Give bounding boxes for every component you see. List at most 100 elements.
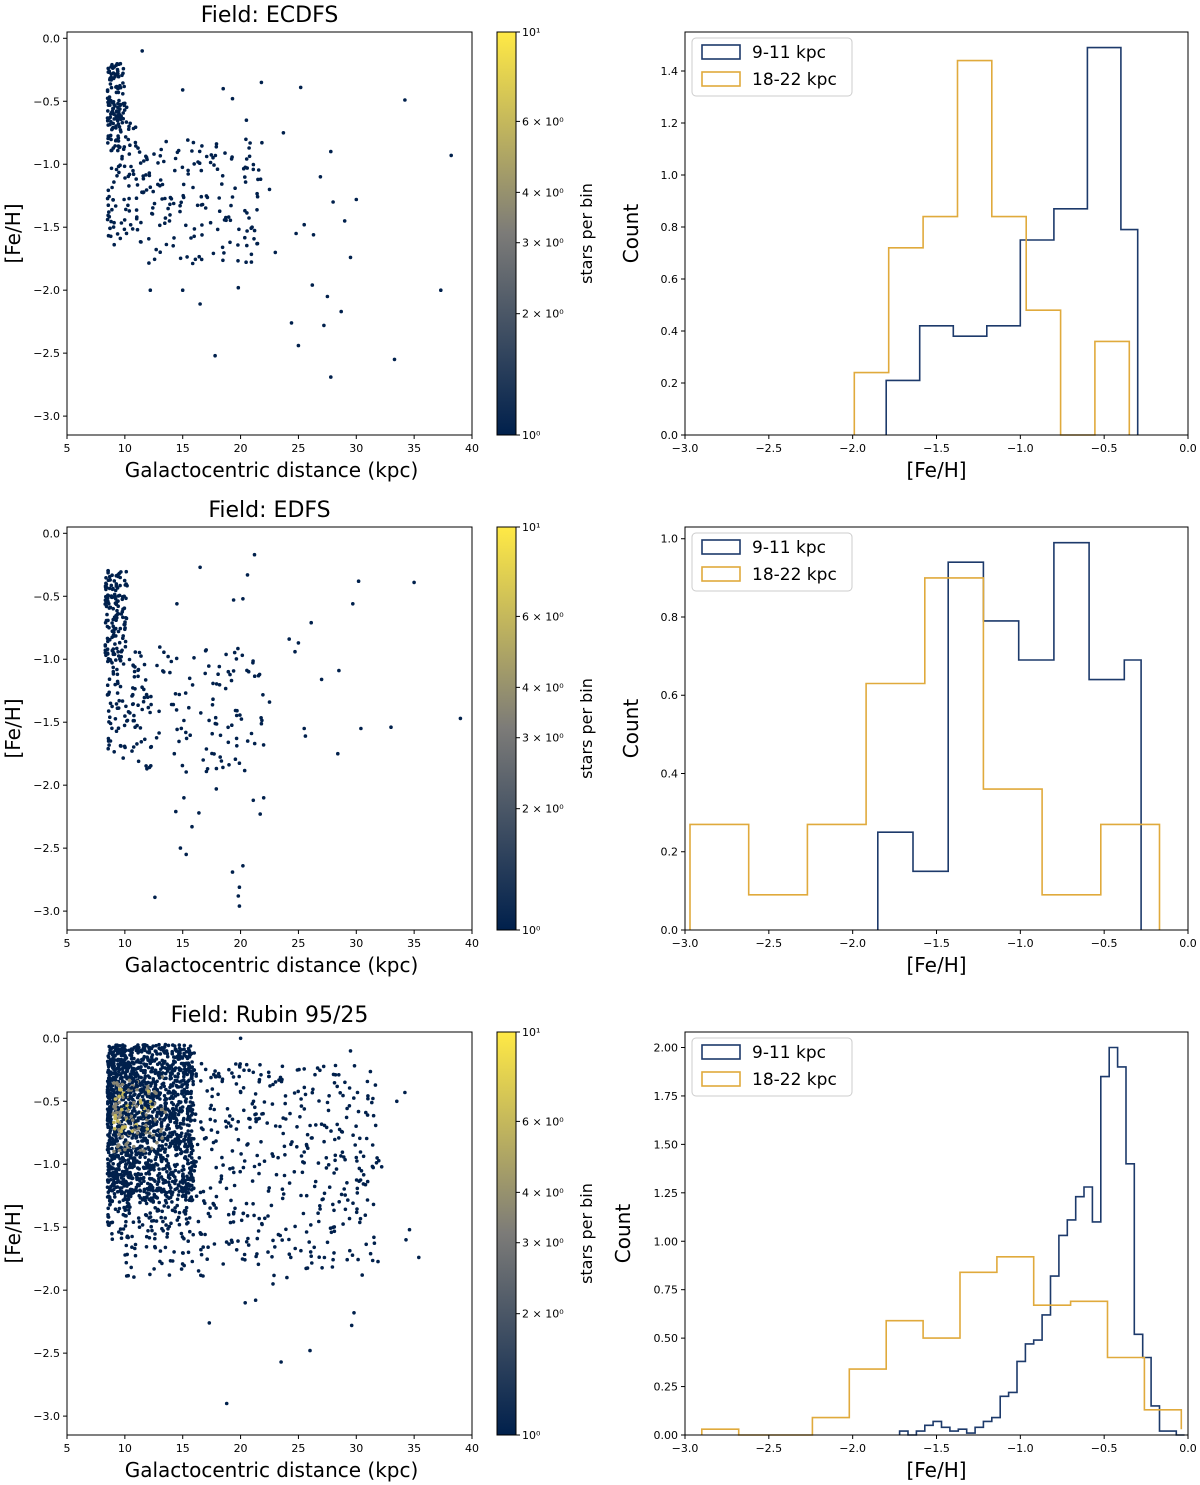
data-point (123, 639, 128, 644)
data-point (121, 662, 126, 666)
data-point (154, 1155, 158, 1159)
data-point (180, 1189, 185, 1194)
data-point (112, 630, 116, 635)
data-point (130, 1151, 134, 1155)
y-axis-label: [Fe/H] (1, 698, 25, 758)
data-point (178, 1100, 182, 1105)
data-point (177, 1222, 182, 1227)
data-point (364, 1136, 369, 1141)
data-point (145, 1161, 150, 1165)
data-point (331, 1257, 335, 1262)
data-point (112, 750, 116, 754)
data-point (106, 1114, 110, 1119)
data-point (142, 695, 147, 700)
data-point (174, 1049, 179, 1053)
data-point (146, 1229, 150, 1233)
data-point (128, 1155, 132, 1159)
data-point (330, 1265, 335, 1269)
data-point (160, 1058, 165, 1063)
data-point (109, 166, 114, 171)
data-point (116, 726, 121, 730)
data-point (310, 283, 315, 287)
data-point (128, 1101, 133, 1105)
x-tick-label: −2.0 (839, 1442, 866, 1455)
data-point (151, 1136, 156, 1140)
data-point (256, 1229, 261, 1233)
data-point (117, 98, 121, 103)
data-point (403, 98, 407, 102)
data-point (182, 1087, 187, 1092)
data-point (185, 1072, 189, 1077)
data-point (279, 1360, 283, 1364)
x-axis-label: [Fe/H] (906, 953, 966, 977)
data-point (186, 1104, 191, 1109)
data-point (300, 1170, 305, 1175)
data-point (110, 148, 114, 152)
data-point (404, 1238, 408, 1242)
data-point (173, 1138, 177, 1142)
data-point (311, 1087, 315, 1092)
data-point (144, 1166, 148, 1170)
data-point (162, 1132, 166, 1137)
data-point (140, 1139, 144, 1143)
data-point (106, 1096, 111, 1100)
data-point (178, 846, 183, 850)
data-point (339, 309, 344, 314)
data-point (145, 695, 150, 699)
data-point (116, 134, 120, 138)
y-tick-label: 0.25 (654, 1381, 679, 1394)
data-point (302, 1067, 307, 1071)
data-point (151, 1077, 156, 1081)
x-tick-label: −3.0 (672, 937, 699, 950)
colorbar-tick-label: 10⁰ (522, 429, 541, 442)
data-point (214, 1074, 218, 1079)
data-point (144, 173, 148, 177)
data-point (171, 1173, 175, 1178)
data-point (131, 1220, 136, 1224)
data-point (255, 191, 259, 196)
data-point (190, 1136, 194, 1141)
data-point (143, 1074, 148, 1079)
data-point (105, 217, 110, 222)
data-point (208, 160, 213, 165)
data-point (230, 1071, 234, 1075)
x-tick-label: 5 (64, 1442, 71, 1455)
data-point (134, 177, 138, 181)
data-point (112, 1192, 117, 1196)
data-point (165, 1235, 169, 1239)
data-point (315, 1066, 320, 1070)
data-point (168, 213, 172, 217)
x-tick-label: 15 (176, 937, 190, 950)
data-point (145, 1127, 150, 1131)
data-point (162, 650, 166, 654)
colorbar-tick-label: 3 × 10⁰ (522, 732, 564, 745)
data-point (127, 196, 131, 201)
data-point (176, 1112, 181, 1117)
data-point (141, 1175, 146, 1180)
data-point (266, 1250, 270, 1254)
data-point (168, 1085, 172, 1090)
data-point (122, 578, 127, 583)
data-point (147, 1172, 152, 1176)
data-point (348, 1049, 353, 1053)
data-point (256, 168, 261, 172)
data-point (296, 1089, 301, 1094)
data-point (227, 1242, 231, 1246)
data-point (170, 1200, 174, 1204)
data-point (188, 1044, 193, 1048)
data-point (287, 1237, 291, 1242)
data-point (118, 107, 122, 111)
data-point (121, 615, 125, 620)
data-point (189, 236, 193, 240)
data-point (163, 216, 168, 220)
data-point (186, 1239, 190, 1243)
data-point (168, 1131, 172, 1135)
data-point (163, 1107, 168, 1111)
y-axis-label: Count (611, 1204, 635, 1264)
plot-frame (66, 526, 473, 931)
data-point (121, 1095, 125, 1100)
data-point (171, 1102, 176, 1107)
data-point (243, 175, 247, 179)
data-point (120, 1082, 125, 1087)
data-point (117, 109, 121, 114)
